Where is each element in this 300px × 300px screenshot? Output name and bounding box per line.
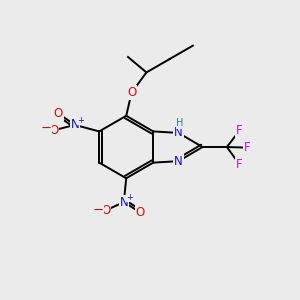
Text: F: F [244,141,250,154]
Text: +: + [126,193,133,202]
Text: N: N [174,126,183,140]
Text: −: − [41,122,52,135]
Text: O: O [54,107,63,120]
Text: O: O [136,206,145,219]
Text: N: N [119,196,128,208]
Text: −: − [93,204,104,217]
Text: N: N [70,118,79,131]
Text: F: F [236,124,243,137]
Text: O: O [50,124,58,137]
Text: O: O [101,204,111,217]
Text: H: H [176,118,184,128]
Text: O: O [127,86,136,99]
Text: F: F [236,158,243,171]
Text: +: + [77,116,84,124]
Text: N: N [174,154,183,168]
